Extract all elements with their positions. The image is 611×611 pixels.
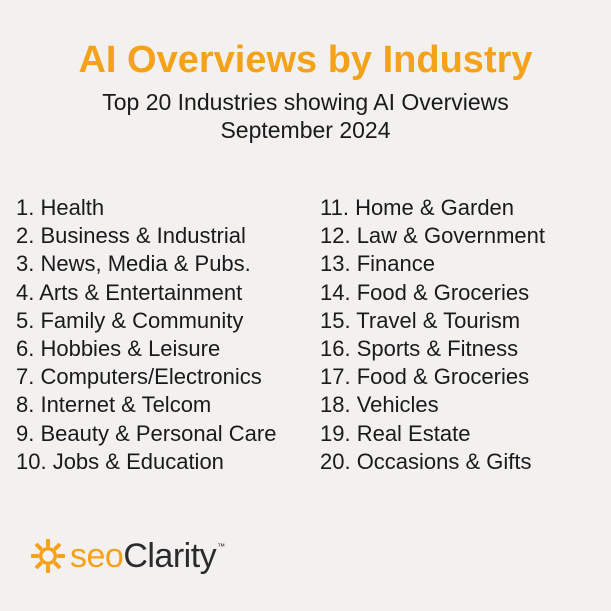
trademark-symbol: ™ [217,542,226,551]
list-item: 2. Business & Industrial [16,223,246,249]
list-item: 3. News, Media & Pubs. [16,251,251,277]
logo-text-clarity: Clarity [123,537,217,575]
list-item: 14. Food & Groceries [320,279,530,305]
sun-gear-icon [30,538,66,574]
industry-list-right: 11. Home & Garden 12. Law & Government 1… [320,194,545,476]
subtitle-line-1: Top 20 Industries showing AI Overviews [102,89,509,115]
list-item: 1. Health [16,195,105,220]
list-item: 19. Real Estate [320,420,471,446]
list-item: 7. Computers/Electronics [16,364,262,390]
list-item: 4. Arts & Entertainment [16,279,243,305]
list-item: 12. Law & Government [320,223,546,249]
logo-text-seo: seo [70,537,124,575]
list-item: 6. Hobbies & Leisure [16,336,221,362]
list-item: 16. Sports & Fitness [320,336,519,362]
subtitle-line-2: September 2024 [220,117,391,143]
logo-wordmark: seoClarity [70,534,217,578]
list-item: 8. Internet & Telcom [16,392,212,418]
brand-logo: seoClarity ™ [30,534,225,578]
subtitle: Top 20 Industries showing AI Overviews S… [0,88,611,144]
list-item: 9. Beauty & Personal Care [16,420,277,446]
list-item: 11. Home & Garden [320,195,515,220]
list-item: 10. Jobs & Education [16,448,224,474]
industry-list-left: 1. Health 2. Business & Industrial 3. Ne… [16,194,276,476]
list-item: 15. Travel & Tourism [320,307,521,333]
list-item: 18. Vehicles [320,392,439,418]
list-item: 17. Food & Groceries [320,364,530,390]
page-title: AI Overviews by Industry [78,39,533,81]
list-item: 13. Finance [320,251,435,277]
list-item: 20. Occasions & Gifts [320,448,532,474]
list-item: 5. Family & Community [16,307,244,333]
